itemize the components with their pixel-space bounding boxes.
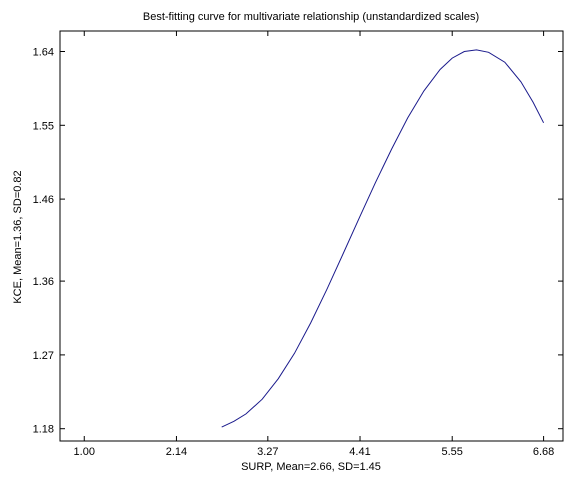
x-tick-label: 1.00 xyxy=(74,446,95,458)
chart-title: Best-fitting curve for multivariate rela… xyxy=(143,11,479,23)
y-tick-label: 1.64 xyxy=(33,47,54,59)
y-tick-label: 1.55 xyxy=(33,120,54,132)
y-tick-label: 1.18 xyxy=(33,424,54,436)
x-tick-label: 6.68 xyxy=(533,446,554,458)
x-axis-label: SURP, Mean=2.66, SD=1.45 xyxy=(241,461,381,473)
x-axis: 1.00 2.14 3.27 4.41 5.55 6.68 xyxy=(74,31,554,458)
x-tick-label: 3.27 xyxy=(257,446,278,458)
x-tick-label: 5.55 xyxy=(441,446,462,458)
plot-area xyxy=(221,49,545,428)
y-tick-label: 1.27 xyxy=(33,350,54,362)
plot-frame xyxy=(59,30,564,442)
y-tick-label: 1.46 xyxy=(33,194,54,206)
x-tick-label: 2.14 xyxy=(166,446,187,458)
y-axis: 1.64 1.55 1.46 1.36 1.27 1.18 xyxy=(33,47,563,436)
y-tick-label: 1.36 xyxy=(33,276,54,288)
y-axis-label: KCE, Mean=1.36, SD=0.82 xyxy=(12,170,24,303)
x-tick-label: 4.41 xyxy=(349,446,370,458)
series-line xyxy=(221,49,545,428)
